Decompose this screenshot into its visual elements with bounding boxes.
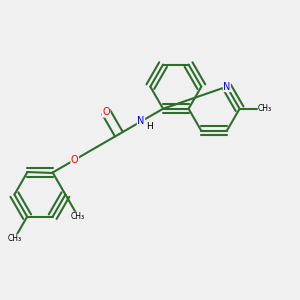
Text: CH₃: CH₃: [71, 212, 85, 221]
Text: N: N: [223, 82, 230, 92]
Text: N: N: [137, 116, 145, 127]
Text: CH₃: CH₃: [258, 104, 272, 113]
Text: CH₃: CH₃: [8, 234, 22, 243]
Text: O: O: [102, 107, 110, 117]
Text: H: H: [146, 122, 153, 131]
Text: O: O: [71, 155, 79, 165]
